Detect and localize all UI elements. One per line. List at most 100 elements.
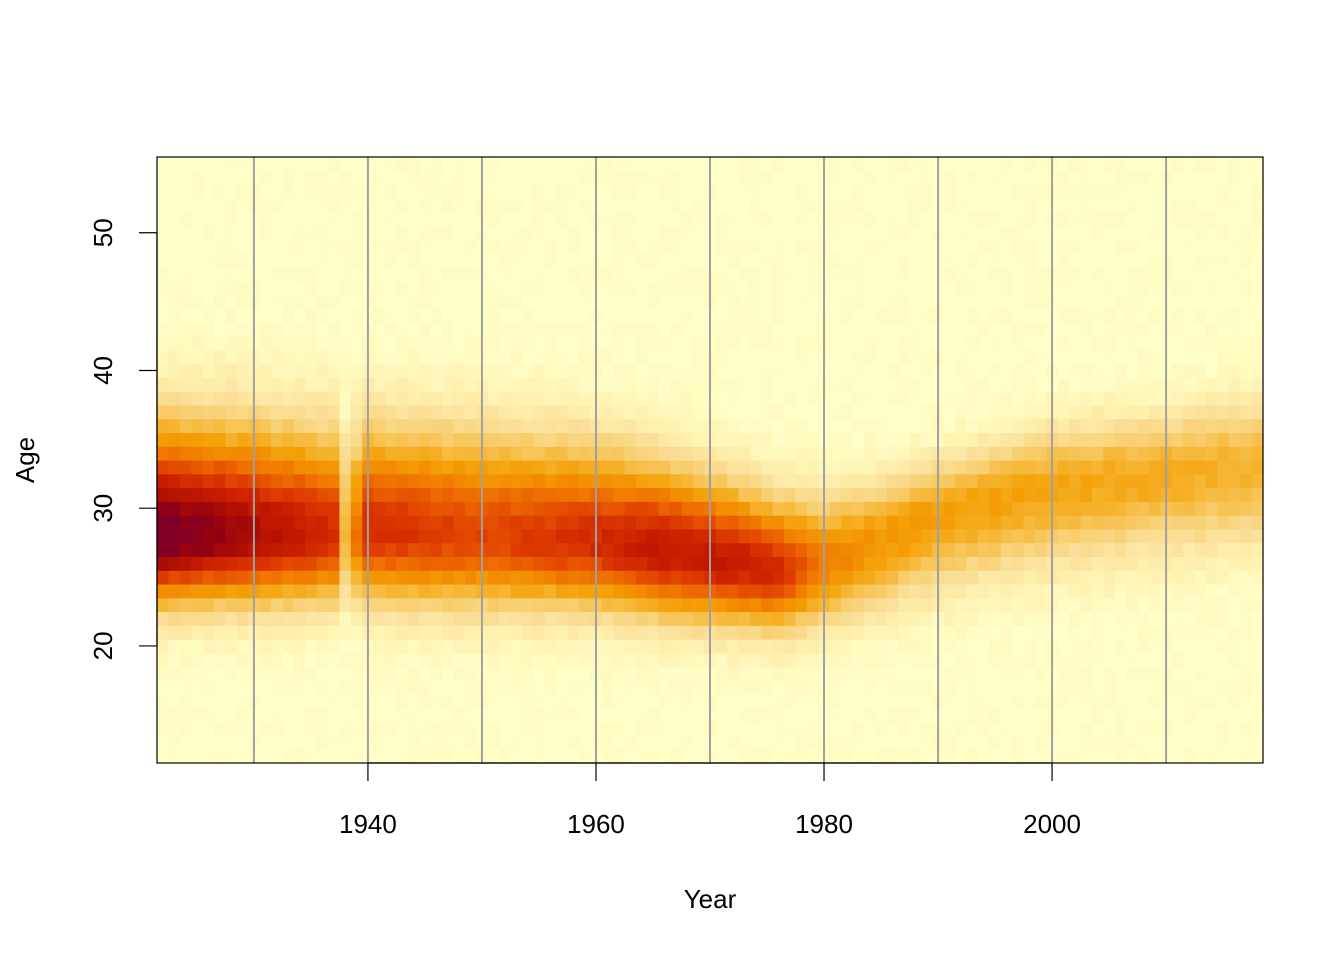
heatmap-cell (453, 597, 466, 613)
heatmap-cell (328, 597, 341, 613)
heatmap-cell (1183, 198, 1196, 213)
heatmap-cell (396, 570, 409, 585)
heatmap-cell (989, 280, 1002, 296)
heatmap-cell (510, 597, 523, 613)
heatmap-cell (966, 639, 979, 654)
heatmap-cell (738, 721, 751, 737)
heatmap-cell (385, 157, 398, 172)
heatmap-cell (157, 473, 169, 489)
heatmap-cell (635, 212, 648, 227)
heatmap-cell (521, 611, 534, 626)
heatmap-cell (920, 418, 933, 434)
heatmap-cell (795, 597, 808, 613)
heatmap-cell (1217, 625, 1230, 640)
heatmap-cell (236, 267, 249, 282)
heatmap-cell (761, 308, 774, 323)
heatmap-cell (715, 735, 728, 750)
heatmap-cell (692, 487, 705, 502)
heatmap-cell (966, 308, 979, 323)
heatmap-cell (1034, 280, 1047, 296)
heatmap-cell (1148, 212, 1161, 227)
heatmap-cell (453, 515, 466, 530)
heatmap-cell (1194, 267, 1207, 282)
heatmap-cell (396, 239, 409, 255)
heatmap-cell (487, 322, 500, 337)
heatmap-cell (328, 639, 341, 654)
heatmap-cell (350, 170, 363, 186)
heatmap-cell (168, 253, 181, 268)
heatmap-cell (1069, 721, 1082, 737)
heatmap-cell (236, 611, 249, 626)
heatmap-cell (316, 294, 329, 310)
heatmap-cell (282, 625, 295, 640)
heatmap-cell (510, 253, 523, 268)
heatmap-cell (772, 212, 785, 227)
heatmap-cell (1194, 239, 1207, 255)
heatmap-cell (339, 666, 352, 681)
heatmap-cell (282, 322, 295, 337)
heatmap-cell (1057, 336, 1070, 351)
heatmap-cell (1194, 501, 1207, 516)
heatmap-cell (955, 432, 968, 447)
heatmap-cell (1217, 253, 1230, 268)
heatmap-cell (214, 721, 227, 737)
heatmap-cell (487, 473, 500, 489)
heatmap-cell (681, 542, 694, 558)
heatmap-cell (1012, 666, 1025, 681)
heatmap-cell (373, 707, 386, 723)
heatmap-cell (829, 446, 842, 461)
heatmap-cell (795, 515, 808, 530)
heatmap-cell (624, 225, 637, 241)
heatmap-cell (407, 253, 420, 268)
heatmap-cell (1126, 749, 1139, 764)
heatmap-cell (385, 694, 398, 709)
heatmap-cell (863, 721, 876, 737)
heatmap-cell (1000, 349, 1013, 365)
heatmap-cell (1012, 639, 1025, 654)
heatmap-cell (556, 184, 569, 199)
heatmap-cell (1171, 198, 1184, 213)
heatmap-cell (191, 418, 204, 434)
heatmap-cell (510, 446, 523, 461)
heatmap-cell (442, 542, 455, 558)
heatmap-cell (875, 652, 888, 668)
heatmap-cell (179, 198, 192, 213)
heatmap-cell (1000, 652, 1013, 668)
heatmap-cell (1205, 625, 1218, 640)
heatmap-cell (875, 267, 888, 282)
heatmap-cell (419, 639, 432, 654)
heatmap-cell (350, 308, 363, 323)
heatmap-cell (1012, 707, 1025, 723)
heatmap-cell (635, 446, 648, 461)
heatmap-cell (1126, 349, 1139, 365)
heatmap-cell (738, 528, 751, 544)
heatmap-cell (1057, 735, 1070, 750)
heatmap-cell (157, 639, 169, 654)
heatmap-cell (544, 170, 557, 186)
heatmap-cell (179, 515, 192, 530)
heatmap-cell (658, 267, 671, 282)
heatmap-cell (578, 583, 591, 599)
heatmap-cell (909, 198, 922, 213)
heatmap-cell (259, 267, 272, 282)
heatmap-cell (886, 473, 899, 489)
heatmap-cell (1057, 294, 1070, 310)
heatmap-cell (1057, 639, 1070, 654)
heatmap-cell (1148, 570, 1161, 585)
heatmap-cell (681, 625, 694, 640)
heatmap-cell (168, 239, 181, 255)
heatmap-cell (419, 652, 432, 668)
heatmap-cell (236, 253, 249, 268)
heatmap-cell (259, 680, 272, 695)
heatmap-cell (533, 391, 546, 406)
heatmap-cell (1148, 460, 1161, 475)
heatmap-cell (282, 363, 295, 378)
heatmap-cell (442, 707, 455, 723)
heatmap-cell (1126, 184, 1139, 199)
heatmap-cell (430, 583, 443, 599)
heatmap-cell (191, 267, 204, 282)
heatmap-cell (955, 487, 968, 502)
heatmap-cell (761, 625, 774, 640)
heatmap-cell (1240, 432, 1253, 447)
heatmap-cell (1183, 597, 1196, 613)
